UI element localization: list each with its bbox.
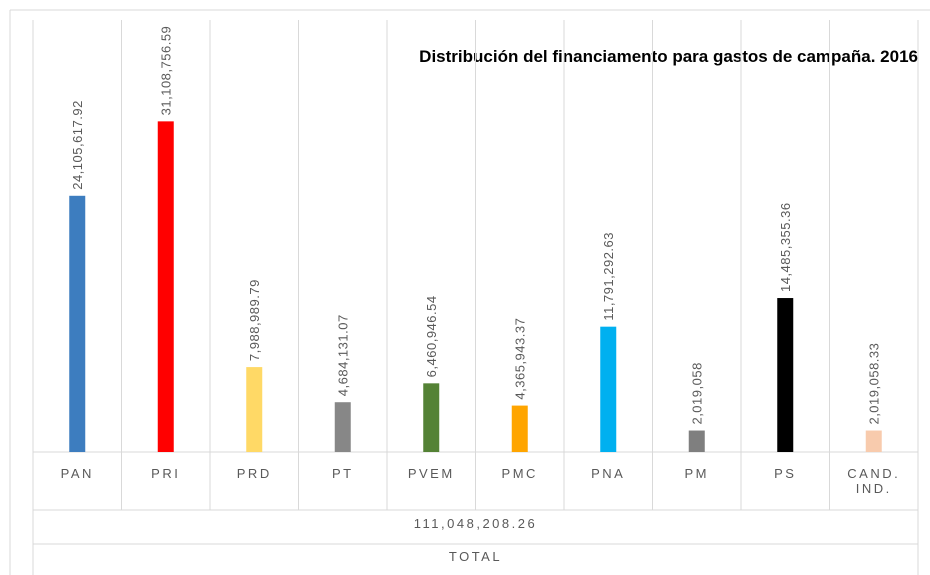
value-label: 14,485,355.36 bbox=[778, 202, 793, 292]
value-label: 11,791,292.63 bbox=[601, 232, 616, 321]
bar bbox=[157, 121, 174, 452]
value-label: 4,365,943.37 bbox=[513, 318, 528, 400]
value-label: 2,019,058.33 bbox=[867, 343, 882, 425]
total-value: 111,048,208.26 bbox=[413, 516, 538, 531]
value-label: 24,105,617.92 bbox=[70, 100, 85, 190]
x-tick-label: PRD bbox=[236, 466, 272, 481]
value-label: 2,019,058 bbox=[690, 362, 705, 424]
bar bbox=[423, 383, 440, 452]
x-tick-label: CAND. IND. bbox=[847, 466, 901, 496]
bar bbox=[334, 402, 351, 452]
bar bbox=[600, 326, 617, 452]
x-tick-label: PT bbox=[331, 466, 354, 481]
bar bbox=[865, 430, 882, 452]
bar bbox=[511, 405, 528, 452]
chart-title: Distribución del financiamento para gast… bbox=[419, 47, 918, 66]
bar bbox=[246, 367, 263, 452]
x-tick-label: PMC bbox=[501, 466, 538, 481]
bar bbox=[777, 298, 794, 452]
bar bbox=[688, 430, 705, 452]
x-tick-label: PVEM bbox=[407, 466, 455, 481]
x-tick-label: PM bbox=[684, 466, 709, 481]
x-tick-label: PS bbox=[774, 466, 797, 481]
value-label: 7,988,989.79 bbox=[247, 279, 262, 361]
total-label: TOTAL bbox=[448, 549, 503, 564]
value-label: 31,108,756.59 bbox=[159, 26, 174, 116]
value-label: 4,684,131.07 bbox=[336, 314, 351, 396]
bar bbox=[69, 195, 86, 452]
x-tick-label: PNA bbox=[591, 466, 626, 481]
value-label: 6,460,946.54 bbox=[424, 295, 439, 377]
x-tick-label: PAN bbox=[60, 466, 94, 481]
x-tick-label: PRI bbox=[151, 466, 181, 481]
